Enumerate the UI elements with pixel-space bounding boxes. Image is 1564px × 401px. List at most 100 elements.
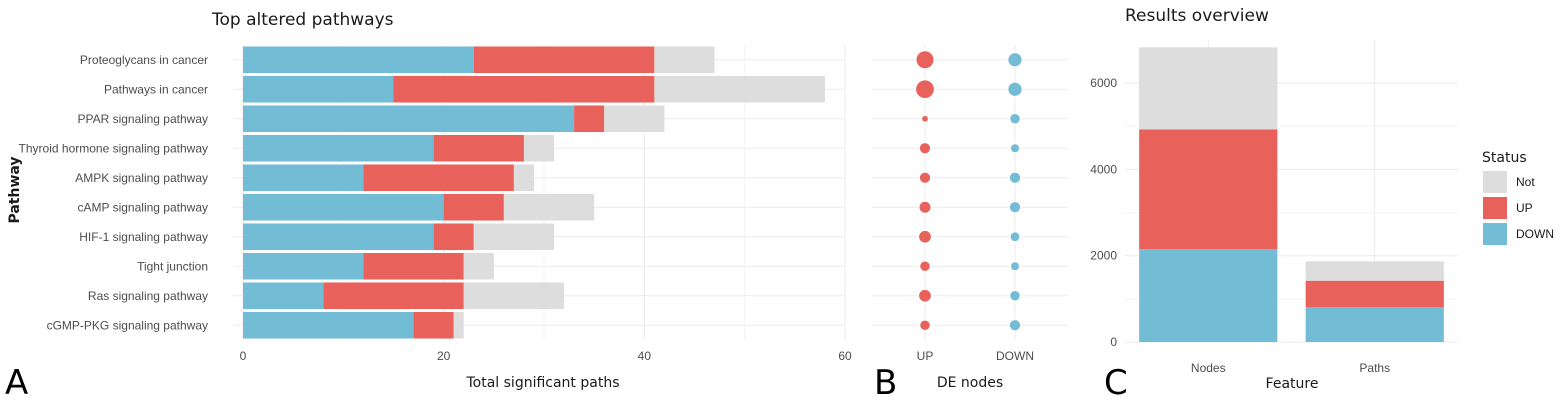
category-label-tight-junction: Tight junction: [137, 259, 208, 273]
x-tick-label-paths: Paths: [1359, 361, 1390, 375]
bar-not-paths: [1305, 261, 1444, 281]
bar-up-camp-signaling-pathway: [443, 193, 504, 221]
legend-swatch-not: [1483, 171, 1507, 193]
chart-b-x-ticks: UP DOWN: [917, 349, 1034, 363]
y-tick-label: 4000: [1090, 162, 1117, 176]
bar-not-ras-signaling-pathway: [463, 282, 565, 310]
y-tick-label: 6000: [1090, 76, 1117, 90]
bar-not-camp-signaling-pathway: [503, 193, 595, 221]
bar-down-pathways-in-cancer: [243, 75, 394, 103]
x-tick-label: 40: [638, 349, 652, 363]
legend-swatch-down: [1483, 223, 1507, 245]
bar-up-ras-signaling-pathway: [323, 282, 464, 310]
bar-up-proteoglycans-in-cancer: [473, 46, 655, 74]
bar-up-nodes: [1139, 129, 1278, 250]
y-tick-label: 0: [1110, 335, 1117, 349]
point-down-tight-junction: [1009, 260, 1021, 272]
chart-b-x-axis-label: DE nodes: [937, 375, 1003, 391]
point-down-ras-signaling-pathway: [1008, 289, 1022, 302]
x-tick-label-down: DOWN: [996, 349, 1034, 363]
bar-up-tight-junction: [363, 252, 464, 280]
point-down-camp-signaling-pathway: [1008, 200, 1022, 214]
point-up-ampk-signaling-pathway: [918, 171, 932, 185]
bar-up-pathways-in-cancer: [393, 75, 655, 103]
point-up-thyroid-hormone-signaling-pathway: [918, 141, 932, 155]
bar-up-ampk-signaling-pathway: [363, 164, 514, 192]
point-up-proteoglycans-in-cancer: [915, 49, 935, 70]
point-up-tight-junction: [918, 260, 932, 273]
x-tick-label: 0: [240, 349, 247, 363]
bar-not-pathways-in-cancer: [654, 75, 825, 103]
chart-b-gridlines: [872, 45, 1068, 340]
bar-up-hif-1-signaling-pathway: [433, 223, 474, 251]
point-down-ampk-signaling-pathway: [1008, 171, 1022, 185]
point-up-hif-1-signaling-pathway: [917, 229, 933, 245]
point-down-ppar-signaling-pathway: [1008, 112, 1022, 125]
bar-not-proteoglycans-in-cancer: [654, 46, 715, 74]
category-label-pathways-in-cancer: Pathways in cancer: [104, 82, 208, 96]
point-down-proteoglycans-in-cancer: [1006, 51, 1024, 68]
point-up-pathways-in-cancer: [914, 78, 936, 100]
bar-up-thyroid-hormone-signaling-pathway: [433, 134, 524, 162]
bar-not-ppar-signaling-pathway: [604, 105, 665, 133]
bar-down-paths: [1305, 307, 1444, 342]
bar-up-ppar-signaling-pathway: [574, 105, 605, 133]
chart-a-title: Top altered pathways: [211, 10, 394, 30]
bar-down-ampk-signaling-pathway: [243, 164, 364, 192]
chart-c-legend: Status Not UP DOWN: [1482, 150, 1554, 245]
category-label-thyroid-hormone-signaling-pathway: Thyroid hormone signaling pathway: [19, 141, 208, 155]
category-label-ras-signaling-pathway: Ras signaling pathway: [88, 289, 208, 303]
x-tick-label: 20: [437, 349, 451, 363]
chart-a-category-labels: Proteoglycans in cancer Pathways in cance…: [19, 53, 208, 333]
point-down-hif-1-signaling-pathway: [1009, 230, 1021, 243]
category-label-ppar-signaling-pathway: PPAR signaling pathway: [77, 112, 208, 126]
panel-label-b: B: [874, 363, 897, 401]
legend-label-not: Not: [1516, 175, 1535, 189]
legend-title: Status: [1482, 150, 1527, 166]
legend-swatch-up: [1483, 197, 1507, 219]
chart-b-points: [914, 49, 1024, 332]
panel-label-a: A: [5, 363, 28, 401]
chart-c-x-axis-label: Feature: [1266, 376, 1319, 392]
bar-down-ras-signaling-pathway: [243, 282, 324, 310]
bar-down-cgmp-pkg-signaling-pathway: [243, 311, 414, 339]
chart-a-x-axis-label: Total significant paths: [465, 375, 619, 391]
panel-c-results-overview: Results overview 0 2000 4000 6000 Nodes Path…: [1090, 6, 1554, 401]
point-down-pathways-in-cancer: [1006, 81, 1024, 98]
bar-down-thyroid-hormone-signaling-pathway: [243, 134, 434, 162]
bar-up-cgmp-pkg-signaling-pathway: [413, 311, 454, 339]
category-label-ampk-signaling-pathway: AMPK signaling pathway: [75, 171, 208, 185]
legend-label-up: UP: [1516, 201, 1533, 215]
category-label-camp-signaling-pathway: cAMP signaling pathway: [77, 200, 208, 214]
x-tick-label-up: UP: [917, 349, 934, 363]
bar-not-hif-1-signaling-pathway: [473, 223, 555, 251]
point-up-camp-signaling-pathway: [918, 200, 932, 215]
bar-up-paths: [1305, 280, 1444, 308]
panel-b-de-nodes: UP DOWN DE nodes B: [872, 45, 1068, 401]
x-tick-label-nodes: Nodes: [1191, 361, 1226, 375]
chart-a-bars: [243, 46, 825, 339]
chart-c-x-ticks: Nodes Paths: [1191, 361, 1390, 375]
point-up-ras-signaling-pathway: [917, 288, 933, 304]
category-label-proteoglycans-in-cancer: Proteoglycans in cancer: [80, 53, 208, 67]
point-down-thyroid-hormone-signaling-pathway: [1009, 142, 1021, 154]
bar-not-thyroid-hormone-signaling-pathway: [523, 134, 555, 162]
chart-c-bars: [1139, 47, 1444, 342]
bar-down-nodes: [1139, 249, 1278, 342]
bar-down-proteoglycans-in-cancer: [243, 46, 474, 74]
chart-c-y-ticks: 0 2000 4000 6000: [1090, 76, 1117, 349]
chart-a-y-axis-label: Pathway: [7, 156, 23, 223]
category-label-hif-1-signaling-pathway: HIF-1 signaling pathway: [79, 230, 208, 244]
legend-label-down: DOWN: [1516, 227, 1554, 241]
chart-a-x-ticks: 0 20 40 60: [240, 349, 852, 363]
bar-down-hif-1-signaling-pathway: [243, 223, 434, 251]
panel-label-c: C: [1104, 363, 1128, 401]
point-down-cgmp-pkg-signaling-pathway: [1008, 318, 1022, 332]
bar-down-ppar-signaling-pathway: [243, 105, 575, 133]
category-label-cgmp-pkg-signaling-pathway: cGMP-PKG signaling pathway: [47, 318, 208, 332]
point-up-cgmp-pkg-signaling-pathway: [918, 319, 932, 332]
bar-not-ampk-signaling-pathway: [513, 164, 534, 192]
chart-c-title: Results overview: [1125, 6, 1269, 26]
bar-down-tight-junction: [243, 252, 364, 280]
